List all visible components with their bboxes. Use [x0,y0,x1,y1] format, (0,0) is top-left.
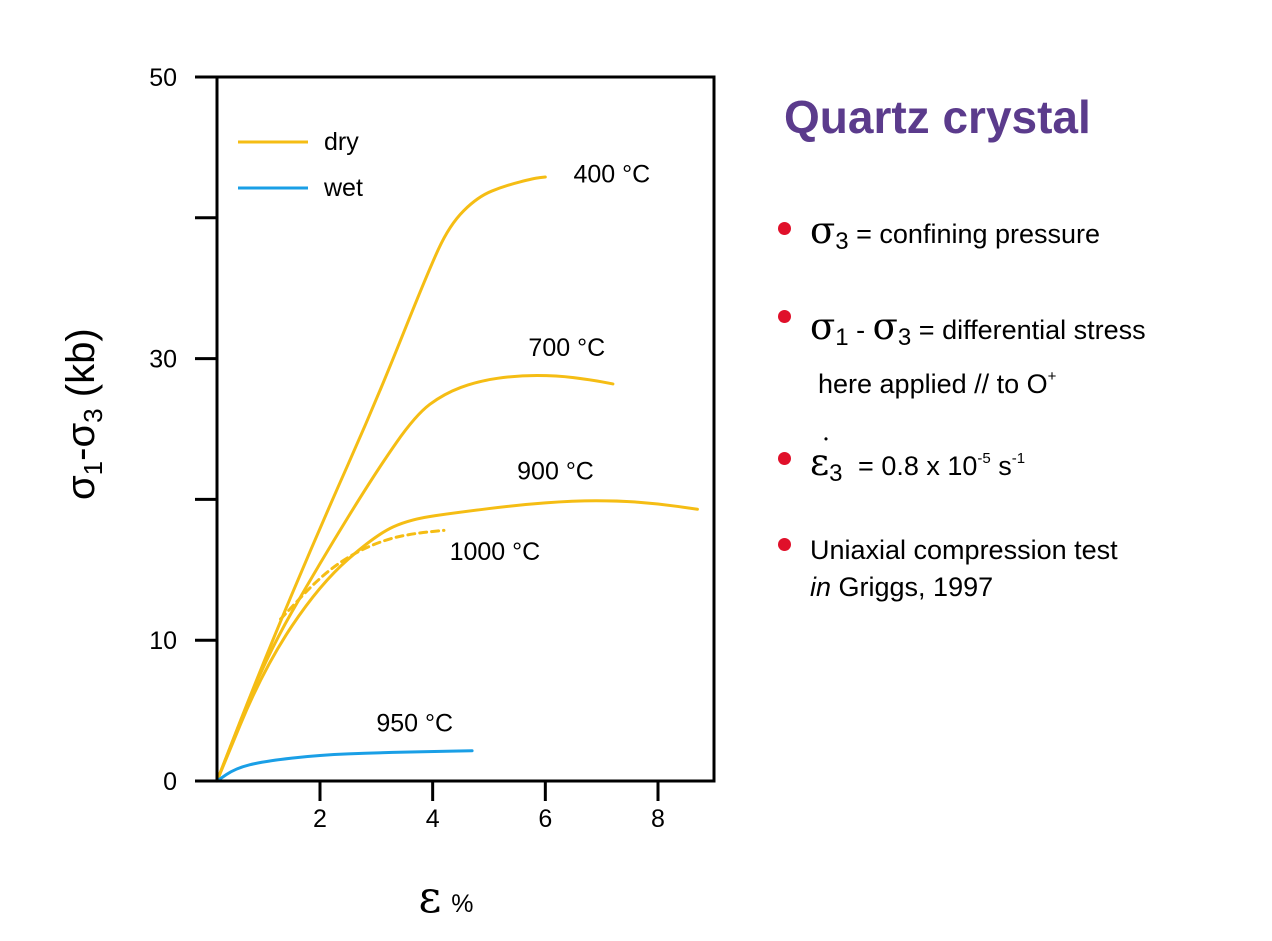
y-tick-label: 50 [149,64,177,92]
epsilon-symbol: ε [810,441,830,484]
differential-text: = differential stress [918,315,1146,345]
plot-frame [215,75,716,783]
citation-text: Griggs, 1997 [838,572,994,602]
plot-area: 400 °C 700 °C 900 °C 1000 °C 950 °C [215,161,699,783]
y-tick-label: 0 [163,768,177,796]
panel-title: Quartz crystal [784,91,1091,143]
bullet-icon [778,222,791,235]
series-label: 700 °C [528,334,605,362]
x-tick-label: 2 [313,805,327,833]
stress-strain-chart: 400 °C 700 °C 900 °C 1000 °C 950 °C 0 10 30 50 2… [59,64,716,923]
series-line-900C-dry [215,499,699,783]
strain-rate-value: = 0.8 x 10 [858,451,978,481]
legend: dry wet [238,128,363,202]
x-tick-label: 8 [651,805,665,833]
x-axis-label: ε% [418,872,473,923]
series-line-400C-dry [215,175,547,783]
series-line-950C-wet [215,749,474,783]
y-tick-label: 10 [149,627,177,655]
bullet-icon [778,452,791,465]
bullet-icon [778,310,791,323]
sigma-symbol: σ [810,209,836,252]
info-panel: Quartz crystal σ3 = confining pressure σ… [778,90,1258,602]
series-label: 950 °C [376,710,453,738]
series-label: 1000 °C [450,538,541,566]
legend-label-wet: wet [323,174,363,202]
confining-text: = confining pressure [856,219,1101,249]
legend-label-dry: dry [324,128,359,156]
differential-note: here applied // to O+ [818,368,1057,399]
series-line-700C-dry [215,373,615,783]
x-tick-label: 4 [426,805,440,833]
y-tick-label: 30 [149,346,177,374]
series-label: 900 °C [517,458,594,486]
series-line-1000C-dry [279,528,446,621]
series-label: 400 °C [574,161,651,189]
y-axis-label: σ1-σ3 (kb) [59,328,108,500]
test-type-text: Uniaxial compression test [810,535,1118,565]
x-tick-label: 6 [538,805,552,833]
axes: 0 10 30 50 2 4 6 8 ε % σ1-σ3 (kb) [59,64,716,923]
bullet-icon [778,538,791,551]
dot-accent-icon: ˙ [819,433,833,466]
